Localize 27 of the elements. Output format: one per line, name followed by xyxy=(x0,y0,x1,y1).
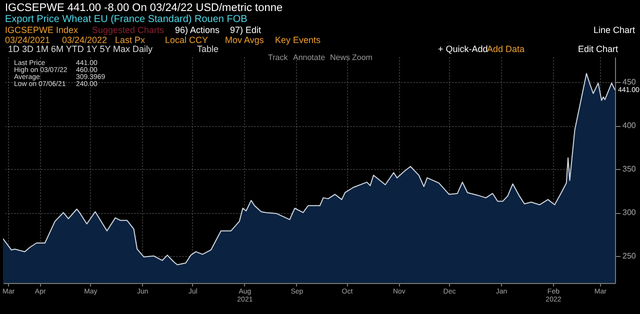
text: Key Events xyxy=(275,35,322,45)
annotation: Track xyxy=(268,53,289,62)
annotation: Annotate xyxy=(293,53,326,62)
text: Suggested Charts xyxy=(92,25,165,35)
text: 96) Actions xyxy=(175,25,220,35)
text: + Quick-Add xyxy=(438,44,488,54)
text: Mov Avgs xyxy=(225,35,264,45)
text: 03/24/2022 xyxy=(62,35,108,45)
annotation: News xyxy=(330,53,350,62)
text: 03/24/2021 xyxy=(5,35,50,45)
y-tick-label: 400 xyxy=(622,121,636,130)
text: Add Data xyxy=(487,44,525,54)
text: Last Px xyxy=(115,35,146,45)
text: Line Chart xyxy=(593,25,636,35)
y-tick-label: 300 xyxy=(622,208,636,218)
text: Local CCY xyxy=(165,35,208,45)
y-tick-label: 450 xyxy=(622,78,636,87)
chart-title: IGCSEPWE 441.00 -8.00 On 03/24/22 USD/metric tonne xyxy=(5,2,283,14)
text: Edit Chart xyxy=(578,44,619,54)
y-tick-label: 250 xyxy=(622,252,636,261)
text: 1D 3D 1M 6M YTD 1Y 5Y Max Daily xyxy=(8,44,154,54)
text: 97) Edit xyxy=(230,25,262,35)
chart-subtitle: Export Price Wheat EU (France Standard) Rouen FOB xyxy=(5,14,248,25)
y-tick-label: 350 xyxy=(622,164,636,174)
annotation: Zoom xyxy=(352,53,373,62)
text: Table xyxy=(197,44,219,54)
text: IGCSEPWE Index xyxy=(5,25,79,35)
